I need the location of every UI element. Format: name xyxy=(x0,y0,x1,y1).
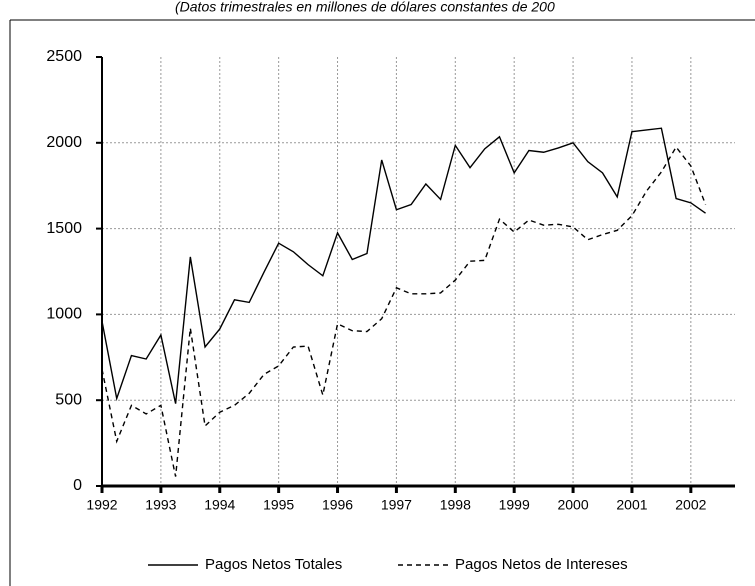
x-tick-label: 2000 xyxy=(557,497,588,513)
y-tick-label: 2000 xyxy=(46,134,82,151)
x-tick-label: 1994 xyxy=(204,497,235,513)
x-tick-label: 1995 xyxy=(263,497,294,513)
x-tick-label: 2002 xyxy=(675,497,706,513)
x-tick-label: 1993 xyxy=(145,497,176,513)
y-tick-label: 1000 xyxy=(46,306,82,323)
series-line xyxy=(101,145,707,477)
x-tick-label: 1998 xyxy=(440,497,471,513)
x-tick-label: 1996 xyxy=(322,497,353,513)
x-tick-label: 2001 xyxy=(616,497,647,513)
y-tick-label: 0 xyxy=(73,477,82,494)
chart-subtitle: (Datos trimestrales en millones de dólar… xyxy=(175,0,555,15)
x-tick-label: 1997 xyxy=(381,497,412,513)
series-line xyxy=(101,127,706,404)
legend-label: Pagos Netos de Intereses xyxy=(455,556,628,573)
legend-label: Pagos Netos Totales xyxy=(205,556,342,573)
y-tick-label: 500 xyxy=(55,391,82,408)
x-tick-label: 1999 xyxy=(499,497,530,513)
y-tick-label: 2500 xyxy=(46,48,82,65)
y-tick-label: 1500 xyxy=(46,220,82,237)
x-tick-label: 1992 xyxy=(86,497,117,513)
